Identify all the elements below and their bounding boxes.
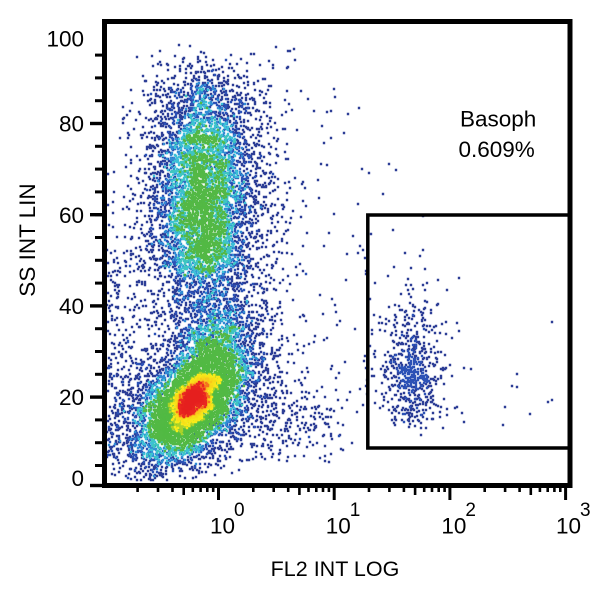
svg-text:FL2 INT LOG: FL2 INT LOG	[271, 557, 400, 581]
svg-text:10: 10	[556, 514, 581, 539]
svg-text:3: 3	[580, 500, 591, 521]
svg-text:100: 100	[46, 27, 84, 52]
svg-text:40: 40	[59, 294, 84, 319]
svg-text:SS INT LIN: SS INT LIN	[15, 183, 40, 296]
svg-text:Basoph: Basoph	[460, 107, 536, 132]
svg-text:10: 10	[326, 514, 351, 539]
svg-text:2: 2	[465, 500, 476, 521]
svg-text:0.609%: 0.609%	[459, 137, 535, 162]
svg-text:10: 10	[441, 514, 466, 539]
svg-text:80: 80	[59, 112, 84, 137]
svg-text:10: 10	[210, 514, 235, 539]
svg-text:60: 60	[59, 203, 84, 228]
svg-text:20: 20	[59, 385, 84, 410]
svg-text:0: 0	[71, 466, 84, 491]
svg-text:1: 1	[350, 500, 361, 521]
svg-text:0: 0	[234, 500, 245, 521]
